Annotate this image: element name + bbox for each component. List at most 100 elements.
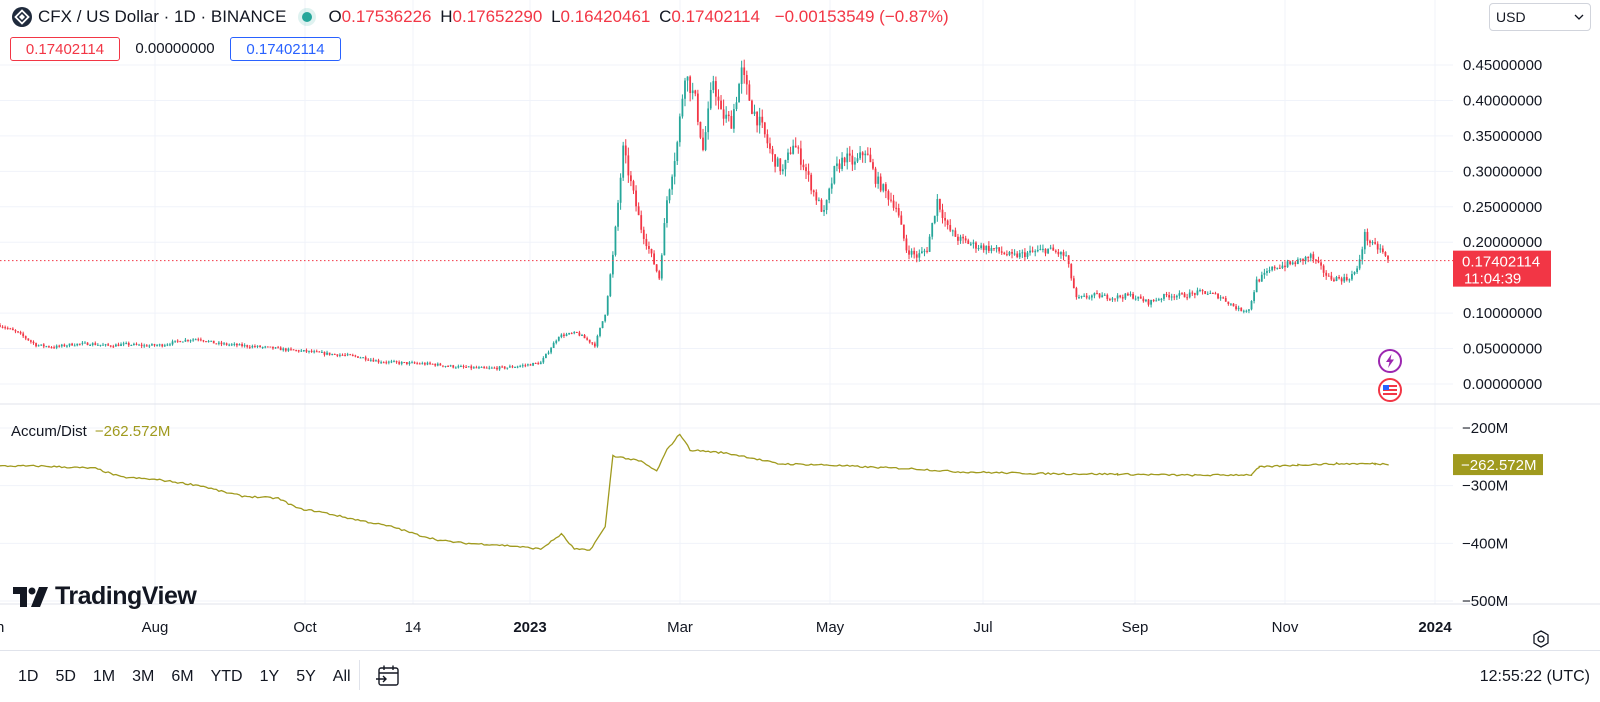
candle-body: [1152, 300, 1155, 302]
calendar-goto-icon[interactable]: [375, 664, 401, 688]
candle-body: [1286, 261, 1289, 268]
range-button-5y[interactable]: 5Y: [296, 668, 316, 685]
high-value: 0.17652290: [452, 7, 543, 26]
candle-body: [1333, 279, 1335, 281]
candle-body: [998, 247, 1001, 252]
range-button-5d[interactable]: 5D: [55, 668, 76, 685]
time-axis-tick: 14: [405, 619, 422, 636]
gear-icon[interactable]: [1531, 629, 1551, 654]
range-button-1m[interactable]: 1M: [92, 668, 116, 685]
candle-body: [1258, 279, 1261, 282]
clock-timezone[interactable]: 12:55:22 (UTC): [1479, 668, 1590, 685]
candle-body: [488, 367, 491, 369]
range-button-all[interactable]: All: [332, 668, 351, 685]
candle-body: [555, 340, 558, 343]
candle-body: [738, 84, 740, 103]
candle-body: [179, 341, 182, 343]
candle-body: [251, 346, 254, 348]
spread-value: 0.00000000: [135, 40, 215, 57]
candle-body: [913, 250, 916, 255]
candle-body: [1320, 262, 1322, 266]
candle-body: [187, 339, 189, 341]
candle-body: [1245, 310, 1248, 312]
symbol-title[interactable]: CFX / US Dollar · 1D · BINANCE: [38, 7, 287, 26]
bid-price-button[interactable]: 0.17402114: [10, 37, 120, 61]
candle-body: [1165, 294, 1168, 296]
candle-body: [89, 345, 92, 347]
candle-body: [161, 344, 164, 347]
candle-body: [1335, 277, 1338, 281]
candle-body: [568, 333, 571, 335]
candle-body: [663, 223, 666, 256]
range-button-6m[interactable]: 6M: [171, 668, 194, 685]
range-button-3m[interactable]: 3M: [132, 668, 155, 685]
candle-body: [349, 354, 352, 356]
range-button-1y[interactable]: 1Y: [259, 668, 280, 685]
candle-body: [277, 347, 280, 349]
currency-select[interactable]: USD: [1489, 3, 1591, 31]
candle-body: [637, 206, 640, 216]
candle-body: [905, 238, 908, 251]
candle-body: [650, 248, 653, 254]
candle-body: [55, 345, 58, 348]
candle-body: [714, 81, 717, 97]
time-axis-tick: un: [0, 619, 4, 636]
candle-body: [1139, 296, 1142, 299]
candle-body: [1178, 293, 1181, 296]
candle-body: [529, 364, 532, 366]
us-flag-event-icon[interactable]: [1377, 377, 1403, 408]
candle-body: [166, 344, 169, 346]
candle-body: [346, 354, 349, 356]
market-status-indicator[interactable]: [302, 12, 313, 22]
price-axis-tick: 0.35000000: [1463, 128, 1542, 145]
candle-body: [756, 111, 758, 126]
candle-body: [1314, 259, 1317, 261]
candle-body: [81, 342, 84, 344]
candle-body: [266, 346, 269, 348]
candle-body: [550, 347, 552, 353]
candle-body: [341, 354, 344, 356]
range-button-1d[interactable]: 1D: [18, 668, 39, 685]
candle-body: [887, 191, 890, 200]
candle-body: [1317, 260, 1320, 263]
candle-body: [1302, 258, 1304, 261]
ask-price-button[interactable]: 0.17402114: [230, 37, 341, 61]
candle-body: [993, 248, 995, 250]
time-axis-tick: Aug: [142, 619, 169, 636]
tradingview-logo[interactable]: TradingView: [13, 582, 197, 611]
candle-body: [1325, 272, 1328, 276]
candle-body: [691, 90, 694, 94]
candle-body: [547, 352, 550, 354]
candle-body: [40, 344, 43, 346]
candle-body: [884, 184, 887, 192]
candle-body: [1127, 293, 1129, 296]
candle-body: [758, 116, 761, 126]
candle-body: [1263, 272, 1266, 275]
candle-body: [84, 342, 86, 344]
candle-body: [205, 341, 207, 343]
candle-body: [658, 271, 661, 279]
candle-body: [308, 350, 310, 352]
candle-body: [987, 245, 990, 251]
low-value: 0.16420461: [560, 7, 651, 26]
candle-body: [202, 340, 205, 342]
price-axis-tick: 0.40000000: [1463, 92, 1542, 109]
candle-body: [1345, 277, 1348, 281]
candle-body: [315, 351, 318, 353]
price-axis-tick: 0.20000000: [1463, 234, 1542, 251]
candle-body: [104, 344, 107, 346]
candle-body: [655, 264, 658, 272]
candle-body: [931, 223, 934, 237]
candle-body: [666, 200, 668, 224]
candle-body: [102, 344, 104, 346]
candle-body: [1237, 307, 1240, 310]
candle-body: [290, 348, 292, 350]
indicator-legend[interactable]: Accum/Dist −262.572M: [11, 423, 170, 440]
candle-body: [478, 367, 480, 369]
range-button-ytd[interactable]: YTD: [210, 668, 243, 685]
lightning-event-icon[interactable]: [1377, 348, 1403, 379]
candle-body: [949, 225, 952, 231]
cfx-logo-icon[interactable]: [12, 7, 32, 27]
ad-last-value-label: −262.572M: [1461, 457, 1536, 474]
